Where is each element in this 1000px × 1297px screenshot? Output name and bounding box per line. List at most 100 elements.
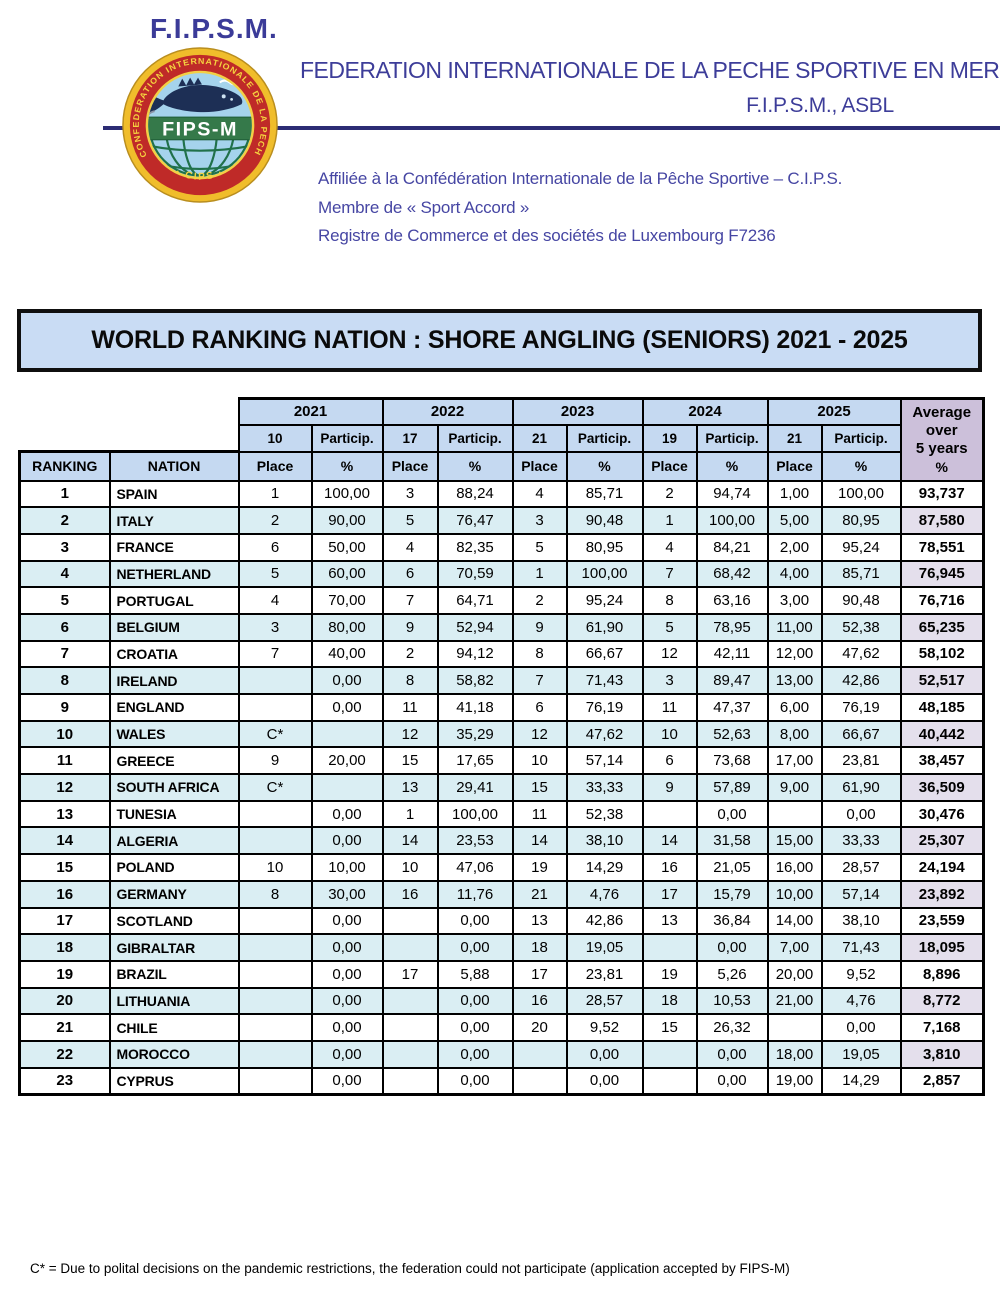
value-cell: 11,00	[766, 612, 823, 642]
particip-label: Particip.	[695, 423, 769, 453]
value-cell: 18,00	[766, 1039, 823, 1069]
value-cell: 1	[511, 559, 568, 589]
table-row: 23 CYPRUS 0,00 0,00 0,00 0,00 19,00 14,29 2,857	[18, 1066, 985, 1096]
value-cell	[237, 826, 313, 856]
events-count-2022: 17	[381, 423, 439, 453]
value-cell: 8	[641, 586, 698, 615]
value-cell: 71,43	[565, 666, 644, 695]
value-cell: 41,18	[436, 693, 514, 722]
value-cell: 9	[381, 612, 439, 642]
value-cell: 15,00	[766, 826, 823, 856]
particip-label: Particip.	[820, 423, 902, 453]
value-cell: 0,00	[695, 1066, 769, 1096]
nation-cell: ITALY	[108, 506, 240, 535]
value-cell: 57,14	[565, 746, 644, 776]
title-banner: WORLD RANKING NATION : SHORE ANGLING (SE…	[17, 309, 982, 372]
value-cell	[237, 693, 313, 722]
value-cell: 11	[381, 693, 439, 722]
place-label: Place	[641, 450, 698, 482]
average-cell: 30,476	[899, 799, 985, 829]
table-row: 5 PORTUGAL 4 70,00 7 64,71 2 95,24 8 63,16 3,00 90,…	[18, 586, 985, 615]
value-cell: 94,12	[436, 639, 514, 669]
place-label: Place	[766, 450, 823, 482]
value-cell: 10	[237, 853, 313, 882]
value-cell: 9,52	[820, 959, 902, 989]
value-cell	[381, 933, 439, 962]
value-cell: 0,00	[310, 933, 384, 962]
nation-cell: PORTUGAL	[108, 586, 240, 615]
value-cell: 0,00	[310, 799, 384, 829]
value-cell	[641, 1039, 698, 1069]
pct-label: %	[436, 450, 514, 482]
value-cell: 17	[641, 879, 698, 909]
value-cell: 15	[381, 746, 439, 776]
value-cell	[310, 773, 384, 802]
value-cell: 28,57	[820, 853, 902, 882]
value-cell	[237, 666, 313, 695]
value-cell: 9,52	[565, 1013, 644, 1042]
value-cell	[237, 1013, 313, 1042]
value-cell	[641, 799, 698, 829]
year-header-2022: 2022	[381, 397, 514, 426]
value-cell	[310, 719, 384, 749]
value-cell: 85,71	[565, 479, 644, 509]
header-divider-line	[103, 126, 1000, 130]
value-cell: 95,24	[565, 586, 644, 615]
ranking-table: 2021 2022 2023 2024 2025 Average over 5 …	[18, 397, 985, 1096]
value-cell: 60,00	[310, 559, 384, 589]
rank-cell: 12	[18, 773, 111, 802]
value-cell: 2,00	[766, 532, 823, 562]
value-cell: 61,90	[820, 773, 902, 802]
value-cell: 70,59	[436, 559, 514, 589]
nation-cell: WALES	[108, 719, 240, 749]
value-cell: 0,00	[310, 826, 384, 856]
nation-cell: FRANCE	[108, 532, 240, 562]
value-cell: 42,86	[565, 906, 644, 936]
rank-cell: 10	[18, 719, 111, 749]
value-cell: 58,82	[436, 666, 514, 695]
particip-label: Particip.	[310, 423, 384, 453]
value-cell: 0,00	[436, 986, 514, 1016]
value-cell: 90,48	[565, 506, 644, 535]
place-label: Place	[511, 450, 568, 482]
value-cell: 0,00	[436, 1013, 514, 1042]
average-cell: 78,551	[899, 532, 985, 562]
fish-dorsal-fin-icon	[178, 77, 202, 87]
table-row: 4 NETHERLAND 5 60,00 6 70,59 1 100,00 7 68,42 4,00…	[18, 559, 985, 589]
value-cell: 10	[511, 746, 568, 776]
value-cell: 78,95	[695, 612, 769, 642]
value-cell: 73,68	[695, 746, 769, 776]
value-cell: 0,00	[310, 986, 384, 1016]
value-cell: 66,67	[565, 639, 644, 669]
average-cell: 18,095	[899, 933, 985, 962]
value-cell: 4,00	[766, 559, 823, 589]
org-full-name: FEDERATION INTERNATIONALE DE LA PECHE SP…	[300, 57, 1000, 83]
ranking-table-body: 1 SPAIN 1 100,00 3 88,24 4 85,71 2 94,74 1,00 100,0…	[18, 479, 985, 1096]
rank-cell: 11	[18, 746, 111, 776]
value-cell: 21,05	[695, 853, 769, 882]
average-cell: 48,185	[899, 693, 985, 722]
value-cell: 100,00	[820, 479, 902, 509]
average-cell: 2,857	[899, 1066, 985, 1096]
value-cell: 16	[381, 879, 439, 909]
rank-cell: 8	[18, 666, 111, 695]
table-row: 13 TUNESIA 0,00 1 100,00 11 52,38 0,00 0,00 30,47…	[18, 799, 985, 829]
value-cell: 0,00	[436, 933, 514, 962]
year-header-2025: 2025	[766, 397, 902, 426]
rank-cell: 20	[18, 986, 111, 1016]
year-header-2021: 2021	[237, 397, 384, 426]
value-cell: 3	[511, 506, 568, 535]
value-cell: 2	[511, 586, 568, 615]
average-column-header: Average over 5 years %	[899, 397, 985, 482]
value-cell: 5,26	[695, 959, 769, 989]
value-cell: 4	[237, 586, 313, 615]
table-row: 19 BRAZIL 0,00 17 5,88 17 23,81 19 5,26 20,00 9,52…	[18, 959, 985, 989]
average-cell: 23,559	[899, 906, 985, 936]
value-cell: 100,00	[310, 479, 384, 509]
value-cell: 11,76	[436, 879, 514, 909]
value-cell: 0,00	[820, 799, 902, 829]
value-cell: 7	[641, 559, 698, 589]
value-cell: 84,21	[695, 532, 769, 562]
value-cell: 82,35	[436, 532, 514, 562]
table-row: 18 GIBRALTAR 0,00 0,00 18 19,05 0,00 7,00 71,43 1…	[18, 933, 985, 962]
